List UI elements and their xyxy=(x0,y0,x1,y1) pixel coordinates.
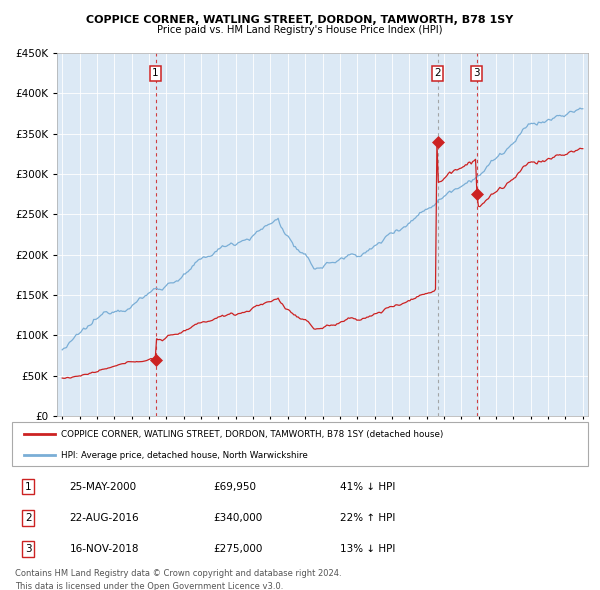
Text: HPI: Average price, detached house, North Warwickshire: HPI: Average price, detached house, Nort… xyxy=(61,451,308,460)
Text: 3: 3 xyxy=(25,544,31,554)
Text: Contains HM Land Registry data © Crown copyright and database right 2024.: Contains HM Land Registry data © Crown c… xyxy=(15,569,341,578)
Text: £275,000: £275,000 xyxy=(214,544,263,554)
Text: COPPICE CORNER, WATLING STREET, DORDON, TAMWORTH, B78 1SY (detached house): COPPICE CORNER, WATLING STREET, DORDON, … xyxy=(61,430,443,439)
Text: £69,950: £69,950 xyxy=(214,481,257,491)
FancyBboxPatch shape xyxy=(12,422,588,466)
Text: 25-MAY-2000: 25-MAY-2000 xyxy=(70,481,137,491)
Text: 2: 2 xyxy=(434,68,441,78)
Text: 22-AUG-2016: 22-AUG-2016 xyxy=(70,513,139,523)
Text: £340,000: £340,000 xyxy=(214,513,263,523)
Text: 16-NOV-2018: 16-NOV-2018 xyxy=(70,544,139,554)
Text: 2: 2 xyxy=(25,513,31,523)
Text: 1: 1 xyxy=(25,481,31,491)
Text: This data is licensed under the Open Government Licence v3.0.: This data is licensed under the Open Gov… xyxy=(15,582,283,590)
Text: 3: 3 xyxy=(473,68,480,78)
Text: Price paid vs. HM Land Registry's House Price Index (HPI): Price paid vs. HM Land Registry's House … xyxy=(157,25,443,35)
Text: 1: 1 xyxy=(152,68,159,78)
Text: 13% ↓ HPI: 13% ↓ HPI xyxy=(340,544,395,554)
Text: COPPICE CORNER, WATLING STREET, DORDON, TAMWORTH, B78 1SY: COPPICE CORNER, WATLING STREET, DORDON, … xyxy=(86,15,514,25)
Text: 22% ↑ HPI: 22% ↑ HPI xyxy=(340,513,395,523)
Text: 41% ↓ HPI: 41% ↓ HPI xyxy=(340,481,395,491)
